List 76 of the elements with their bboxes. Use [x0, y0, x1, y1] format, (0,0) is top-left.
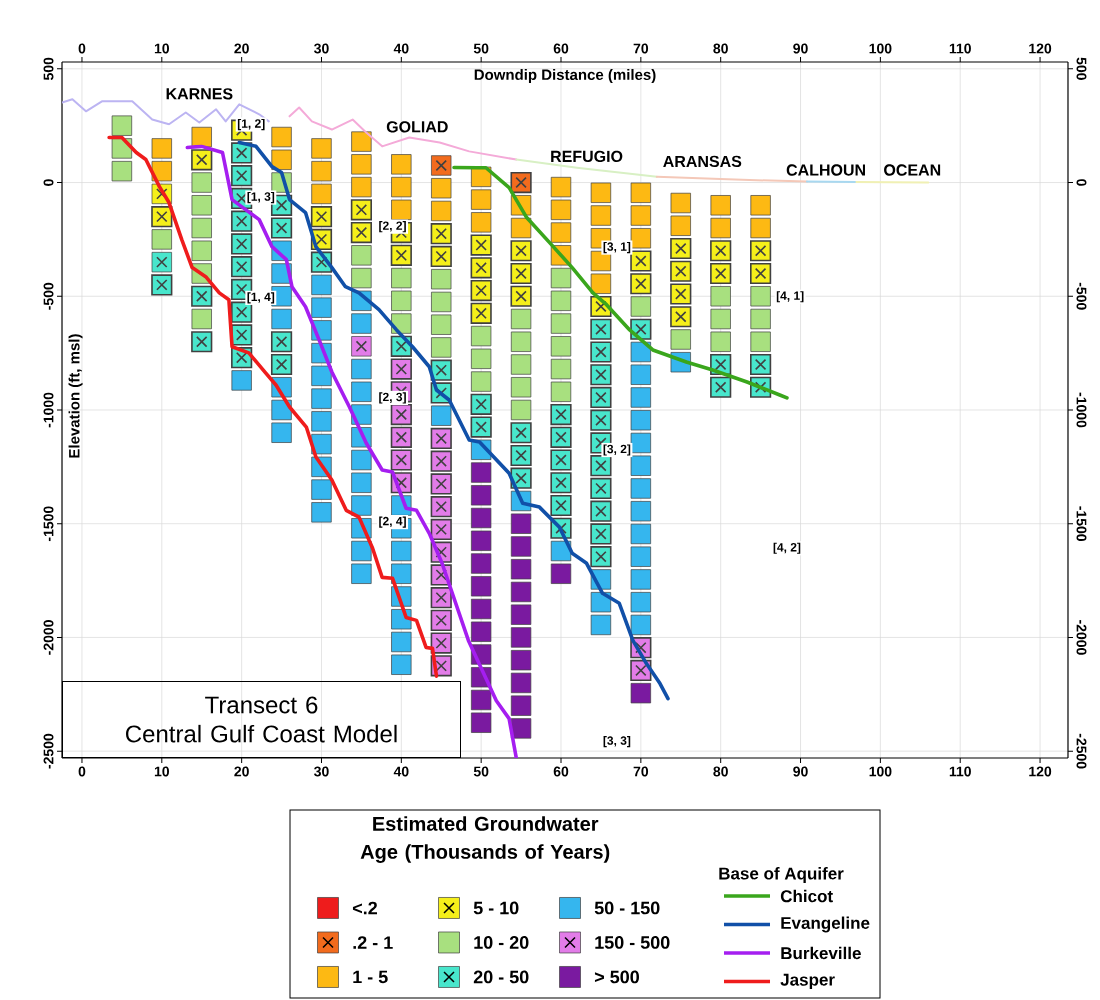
x2-tick-label: 30 [314, 43, 329, 54]
annotation: [1, 2] [237, 118, 265, 131]
x-axis-title: Downdip Distance (miles) [474, 69, 656, 83]
legend-label: Burkeville [781, 946, 861, 960]
y-tick-label: 500 [43, 57, 54, 81]
x2-tick-label: 80 [713, 43, 728, 54]
x2-tick-label: 60 [553, 43, 569, 54]
x-tick-label: 30 [314, 766, 329, 777]
y-axis-title: Elevation (ft, msl) [68, 334, 83, 458]
annotation: GOLIAD [386, 121, 448, 133]
x2-tick-label: 40 [393, 43, 409, 54]
annotation: ARANSAS [663, 155, 742, 168]
annotation: [2, 3] [379, 392, 406, 404]
y-tick-label: -500 [43, 282, 54, 310]
legend-title: Estimated Groundwater Age (Thousands of Years) [360, 816, 610, 863]
y-tick-label: -1000 [43, 392, 54, 428]
x-tick-label: 100 [869, 766, 892, 777]
x-tick-label: 0 [78, 766, 86, 777]
annotation: [3, 1] [603, 242, 631, 254]
x2-tick-label: 100 [869, 43, 892, 54]
x2-tick-label: 0 [78, 43, 86, 54]
legend-label: 1 - 5 [353, 970, 388, 984]
x-tick-label: 50 [473, 766, 489, 777]
y2-tick-label: 500 [1076, 57, 1087, 80]
x2-tick-label: 110 [949, 43, 971, 54]
legend-label: Jasper [780, 973, 835, 990]
x-tick-label: 80 [713, 766, 728, 777]
y-tick-label: -1500 [43, 506, 54, 542]
y2-tick-label: -1500 [1076, 506, 1087, 542]
legend-label: <.2 [352, 901, 378, 915]
x-tick-label: 110 [949, 766, 971, 777]
legend-label: 5 - 10 [473, 901, 519, 915]
legend-label: Evangeline [781, 916, 870, 933]
text: Central Gulf Coast Model [126, 724, 397, 743]
annotation: [2, 2] [379, 221, 406, 233]
annotation: [1, 4] [247, 292, 275, 304]
x2-tick-label: 20 [234, 43, 249, 54]
x2-tick-label: 120 [1029, 43, 1052, 54]
legend-label: 50 - 150 [594, 901, 660, 915]
annotation: REFUGIO [551, 150, 623, 163]
annotation: [1, 3] [247, 191, 275, 204]
x-tick-label: 10 [154, 766, 170, 777]
y2-tick-label: 0 [1076, 179, 1087, 186]
x2-tick-label: 70 [633, 43, 649, 54]
x-tick-label: 70 [633, 766, 649, 777]
x-tick-label: 60 [553, 766, 569, 777]
legend-label: 150 - 500 [595, 936, 670, 949]
legend-label: .2 - 1 [353, 936, 393, 949]
annotation: OCEAN [884, 164, 941, 176]
y2-tick-label: -1000 [1076, 392, 1087, 428]
y2-tick-label: -2000 [1076, 620, 1087, 655]
legend-label: 20 - 50 [473, 970, 529, 984]
y-tick-label: 0 [43, 179, 54, 186]
y-tick-label: -2000 [43, 620, 54, 655]
y2-tick-label: -2500 [1076, 733, 1087, 769]
x2-tick-label: 50 [473, 43, 489, 54]
legend-label: 10 - 20 [474, 936, 529, 949]
annotation: KARNES [166, 88, 233, 100]
legend-label: > 500 [594, 970, 639, 984]
y2-tick-label: -500 [1076, 282, 1087, 310]
y-tick-label: -2500 [43, 733, 54, 769]
annotation: [4, 2] [773, 542, 801, 554]
text: Base of Aquifer [719, 867, 844, 883]
annotation: [4, 1] [776, 291, 804, 303]
x-tick-label: 90 [793, 766, 808, 777]
legend-label: Chicot [780, 889, 833, 903]
x2-tick-label: 90 [793, 43, 808, 54]
x-tick-label: 40 [393, 766, 409, 777]
text: Transect 6 [205, 696, 318, 714]
x-tick-label: 120 [1029, 766, 1052, 777]
annotation: [3, 3] [603, 736, 631, 748]
annotation: CALHOUN [786, 164, 865, 176]
annotation: [2, 4] [379, 516, 406, 528]
x-tick-label: 20 [234, 766, 249, 777]
x2-tick-label: 10 [154, 43, 170, 54]
annotation: [3, 2] [603, 444, 631, 456]
